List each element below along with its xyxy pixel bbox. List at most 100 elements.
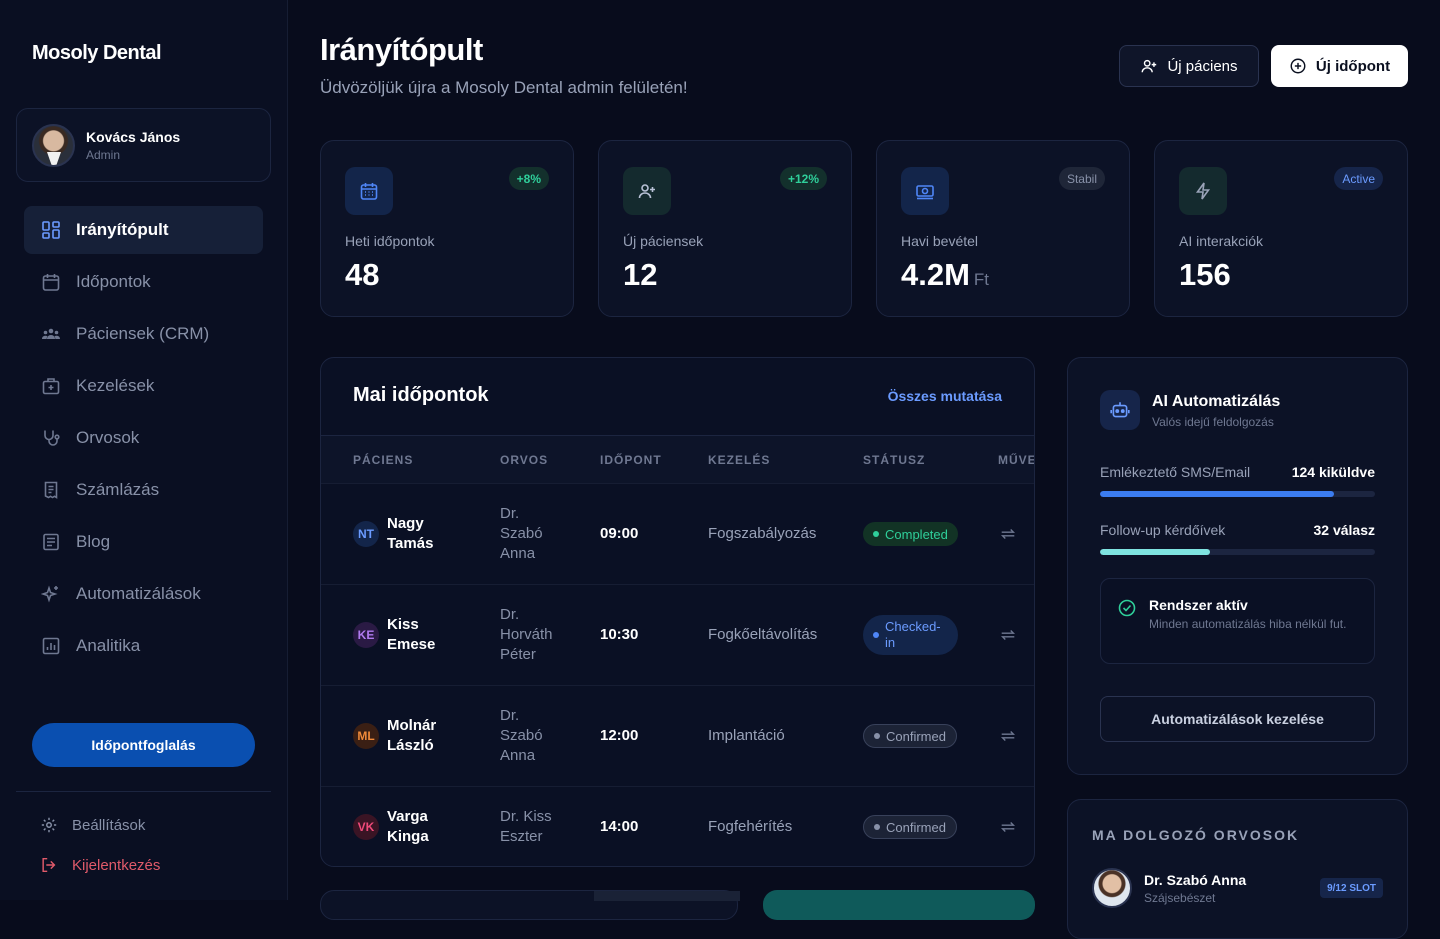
avatar (1092, 868, 1132, 908)
page-subtitle: Üdvözöljük újra a Mosoly Dental admin fe… (320, 78, 688, 97)
sidebar-item-patients[interactable]: Páciensek (CRM) (24, 310, 263, 358)
appointment-time: 12:00 (600, 727, 639, 744)
booking-button[interactable]: Időpontfoglalás (32, 723, 255, 767)
stat-card-new-patients[interactable]: +12% Új páciensek 12 (598, 140, 852, 317)
progress-bar (1100, 491, 1375, 497)
patient-initials: KE (353, 622, 379, 648)
doctor-name[interactable]: Dr. Szabó Anna (1144, 872, 1247, 888)
receipt-icon (41, 480, 61, 500)
sidebar-item-label: Páciensek (CRM) (76, 324, 210, 343)
calendar-icon (345, 167, 393, 215)
new-appointment-label: Új időpont (1315, 57, 1391, 75)
sidebar-item-label: Blog (76, 532, 111, 551)
system-status-box: Rendszer aktív Minden automatizálás hiba… (1100, 578, 1375, 664)
table-row[interactable]: NT Nagy Tamás Dr. Szabó Anna 09:00 Fogsz… (321, 483, 1034, 584)
new-appointment-button[interactable]: Új időpont (1271, 45, 1408, 87)
sidebar-nav: Irányítópult Időpontok Páciensek (CRM) K… (24, 206, 263, 674)
stat-card-monthly-revenue[interactable]: Stabil Havi bevétel 4.2M Ft (876, 140, 1130, 317)
today-appointments-card: Mai időpontok Összes mutatása PÁCIENS OR… (320, 357, 1035, 867)
table-row[interactable]: VK Varga Kinga Dr. Kiss Eszter 14:00 Fog… (321, 786, 1034, 866)
new-patient-button[interactable]: Új páciens (1119, 45, 1259, 87)
status-badge: Confirmed (863, 815, 957, 839)
user-name: Kovács János (86, 129, 181, 145)
sidebar-item-dashboard[interactable]: Irányítópult (24, 206, 263, 254)
column-header-actions[interactable]: MŰVE (998, 453, 1035, 467)
treatment: Fogfehérítés (708, 818, 793, 835)
manage-automations-button[interactable]: Automatizálások kezelése (1100, 696, 1375, 742)
sidebar-item-label: Orvosok (76, 428, 140, 447)
appointment-time: 14:00 (600, 818, 639, 835)
show-all-link[interactable]: Összes mutatása (887, 388, 1002, 404)
sidebar-item-automations[interactable]: Automatizálások (24, 570, 263, 618)
bottom-card-teal (763, 890, 1035, 920)
new-patient-label: Új páciens (1167, 57, 1238, 75)
table-header: PÁCIENS ORVOS IDŐPONT KEZELÉS STÁTUSZ MŰ… (321, 435, 1035, 484)
slot-badge: 9/12 SLOT (1320, 878, 1383, 898)
reschedule-icon[interactable] (999, 626, 1017, 644)
users-icon (41, 324, 61, 344)
sidebar: Mosoly Dental Kovács János Admin Irányít… (0, 0, 288, 900)
column-header-doctor[interactable]: ORVOS (500, 453, 549, 467)
bottom-card (320, 890, 740, 920)
appointment-time: 09:00 (600, 525, 639, 542)
status-badge: Confirmed (863, 724, 957, 748)
sidebar-item-analytics[interactable]: Analitika (24, 622, 263, 670)
column-header-time[interactable]: IDŐPONT (600, 453, 662, 467)
column-header-patient[interactable]: PÁCIENS (353, 453, 414, 467)
stat-label: Új páciensek (623, 233, 704, 249)
patient-name: Kiss Emese (387, 616, 436, 653)
card-title: Mai időpontok (353, 384, 489, 406)
table-row[interactable]: KE Kiss Emese Dr. Horváth Péter 10:30 Fo… (321, 584, 1034, 685)
patient-name: Molnár László (387, 717, 437, 754)
doctor-name: Dr. Horváth Péter (500, 606, 553, 663)
settings-label: Beállítások (72, 816, 146, 834)
ai-automation-card: AI Automatizálás Valós idejű feldolgozás… (1067, 357, 1408, 775)
column-header-treatment[interactable]: KEZELÉS (708, 453, 771, 467)
reschedule-icon[interactable] (999, 818, 1017, 836)
treatment: Fogkőeltávolítás (708, 626, 818, 643)
column-header-status[interactable]: STÁTUSZ (863, 453, 926, 467)
plus-circle-icon (1289, 57, 1307, 75)
sidebar-item-treatments[interactable]: Kezelések (24, 362, 263, 410)
reschedule-icon[interactable] (999, 525, 1017, 543)
status-badge: Active (1334, 167, 1383, 190)
doctor-name: Dr. Kiss Eszter (500, 808, 552, 845)
status-badge: Checked-in (863, 615, 958, 655)
patient-initials: NT (353, 521, 379, 547)
stat-label: Heti időpontok (345, 233, 435, 249)
stat-card-ai-interactions[interactable]: Active AI interakciók 156 (1154, 140, 1408, 317)
brand-logo[interactable]: Mosoly Dental (32, 42, 162, 64)
stat-card-weekly-appointments[interactable]: +8% Heti időpontok 48 (320, 140, 574, 317)
sidebar-item-appointments[interactable]: Időpontok (24, 258, 263, 306)
system-status-title: Rendszer aktív (1149, 597, 1248, 613)
table-row[interactable]: ML Molnár László Dr. Szabó Anna 12:00 Im… (321, 685, 1034, 786)
money-icon (901, 167, 949, 215)
card-title: MA DOLGOZÓ ORVOSOK (1092, 827, 1300, 843)
trend-badge: Stabil (1058, 167, 1105, 190)
sidebar-item-label: Számlázás (76, 480, 160, 499)
sidebar-item-blog[interactable]: Blog (24, 518, 263, 566)
treatment: Implantáció (708, 727, 785, 744)
progress-bar (1100, 549, 1375, 555)
treatment: Fogszabályozás (708, 525, 817, 542)
trend-badge: +8% (508, 167, 549, 190)
logout-link[interactable]: Kijelentkezés (40, 856, 160, 874)
check-circle-icon (1117, 598, 1137, 618)
doctor-specialty: Szájsebészet (1144, 891, 1216, 905)
stat-unit: Ft (973, 270, 990, 289)
stethoscope-icon (41, 428, 61, 448)
user-profile-card[interactable]: Kovács János Admin (16, 108, 271, 182)
system-status-text: Minden automatizálás hiba nélkül fut. (1149, 617, 1347, 631)
sidebar-item-billing[interactable]: Számlázás (24, 466, 263, 514)
progress-value: 32 válasz (1313, 522, 1376, 538)
appointment-time: 10:30 (600, 626, 639, 643)
settings-link[interactable]: Beállítások (40, 816, 145, 834)
sidebar-item-label: Analitika (76, 636, 141, 655)
patient-name: Nagy Tamás (387, 515, 434, 552)
sidebar-item-label: Kezelések (76, 376, 155, 395)
reschedule-icon[interactable] (999, 727, 1017, 745)
progress-label: Follow-up kérdőívek (1100, 522, 1226, 538)
doctors-today-card: MA DOLGOZÓ ORVOSOK Dr. Szabó Anna Szájse… (1067, 799, 1408, 939)
sidebar-item-label: Automatizálások (76, 584, 201, 603)
sidebar-item-doctors[interactable]: Orvosok (24, 414, 263, 462)
